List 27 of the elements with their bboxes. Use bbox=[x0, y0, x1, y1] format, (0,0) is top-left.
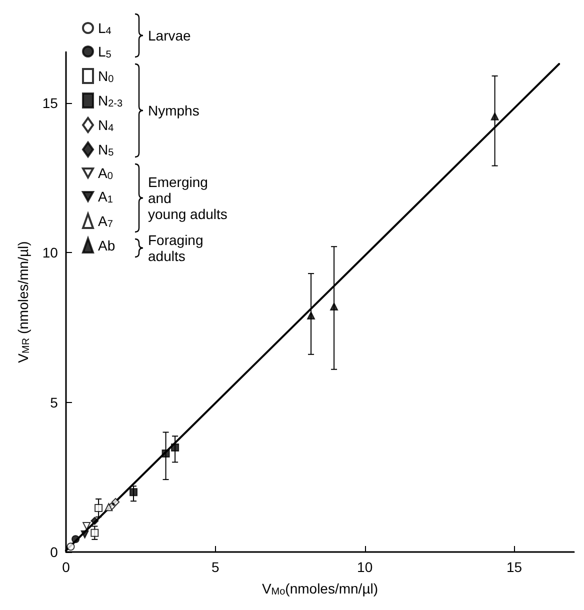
point bbox=[162, 449, 170, 458]
y-tick-label: 0 bbox=[50, 544, 58, 560]
y-tick-label: 5 bbox=[50, 394, 58, 410]
x-tick-label: 5 bbox=[211, 559, 220, 575]
annotation: Emerging and young adults bbox=[148, 174, 228, 222]
point bbox=[80, 530, 89, 538]
point bbox=[90, 528, 99, 537]
point bbox=[94, 504, 103, 512]
point bbox=[104, 503, 113, 512]
point bbox=[171, 444, 180, 452]
y-tick-label: 10 bbox=[42, 244, 58, 261]
text: Larvae bbox=[148, 28, 192, 44]
point bbox=[82, 522, 91, 530]
point bbox=[490, 112, 499, 120]
y-axis-title: VMR (nmoles/mn/µl) bbox=[15, 241, 32, 363]
point bbox=[112, 498, 120, 506]
legend-label: Ab bbox=[98, 238, 116, 254]
x-tick-label: 10 bbox=[357, 559, 373, 575]
point bbox=[307, 311, 316, 320]
x-tick-label: 0 bbox=[62, 559, 70, 575]
annotation: Nymphs bbox=[148, 102, 200, 118]
point bbox=[130, 488, 138, 496]
x-tick-label: 15 bbox=[506, 559, 522, 575]
point bbox=[72, 535, 80, 544]
point bbox=[330, 302, 338, 310]
y-tick-label: 15 bbox=[42, 94, 58, 111]
annotation: Foraging adults bbox=[148, 232, 204, 264]
